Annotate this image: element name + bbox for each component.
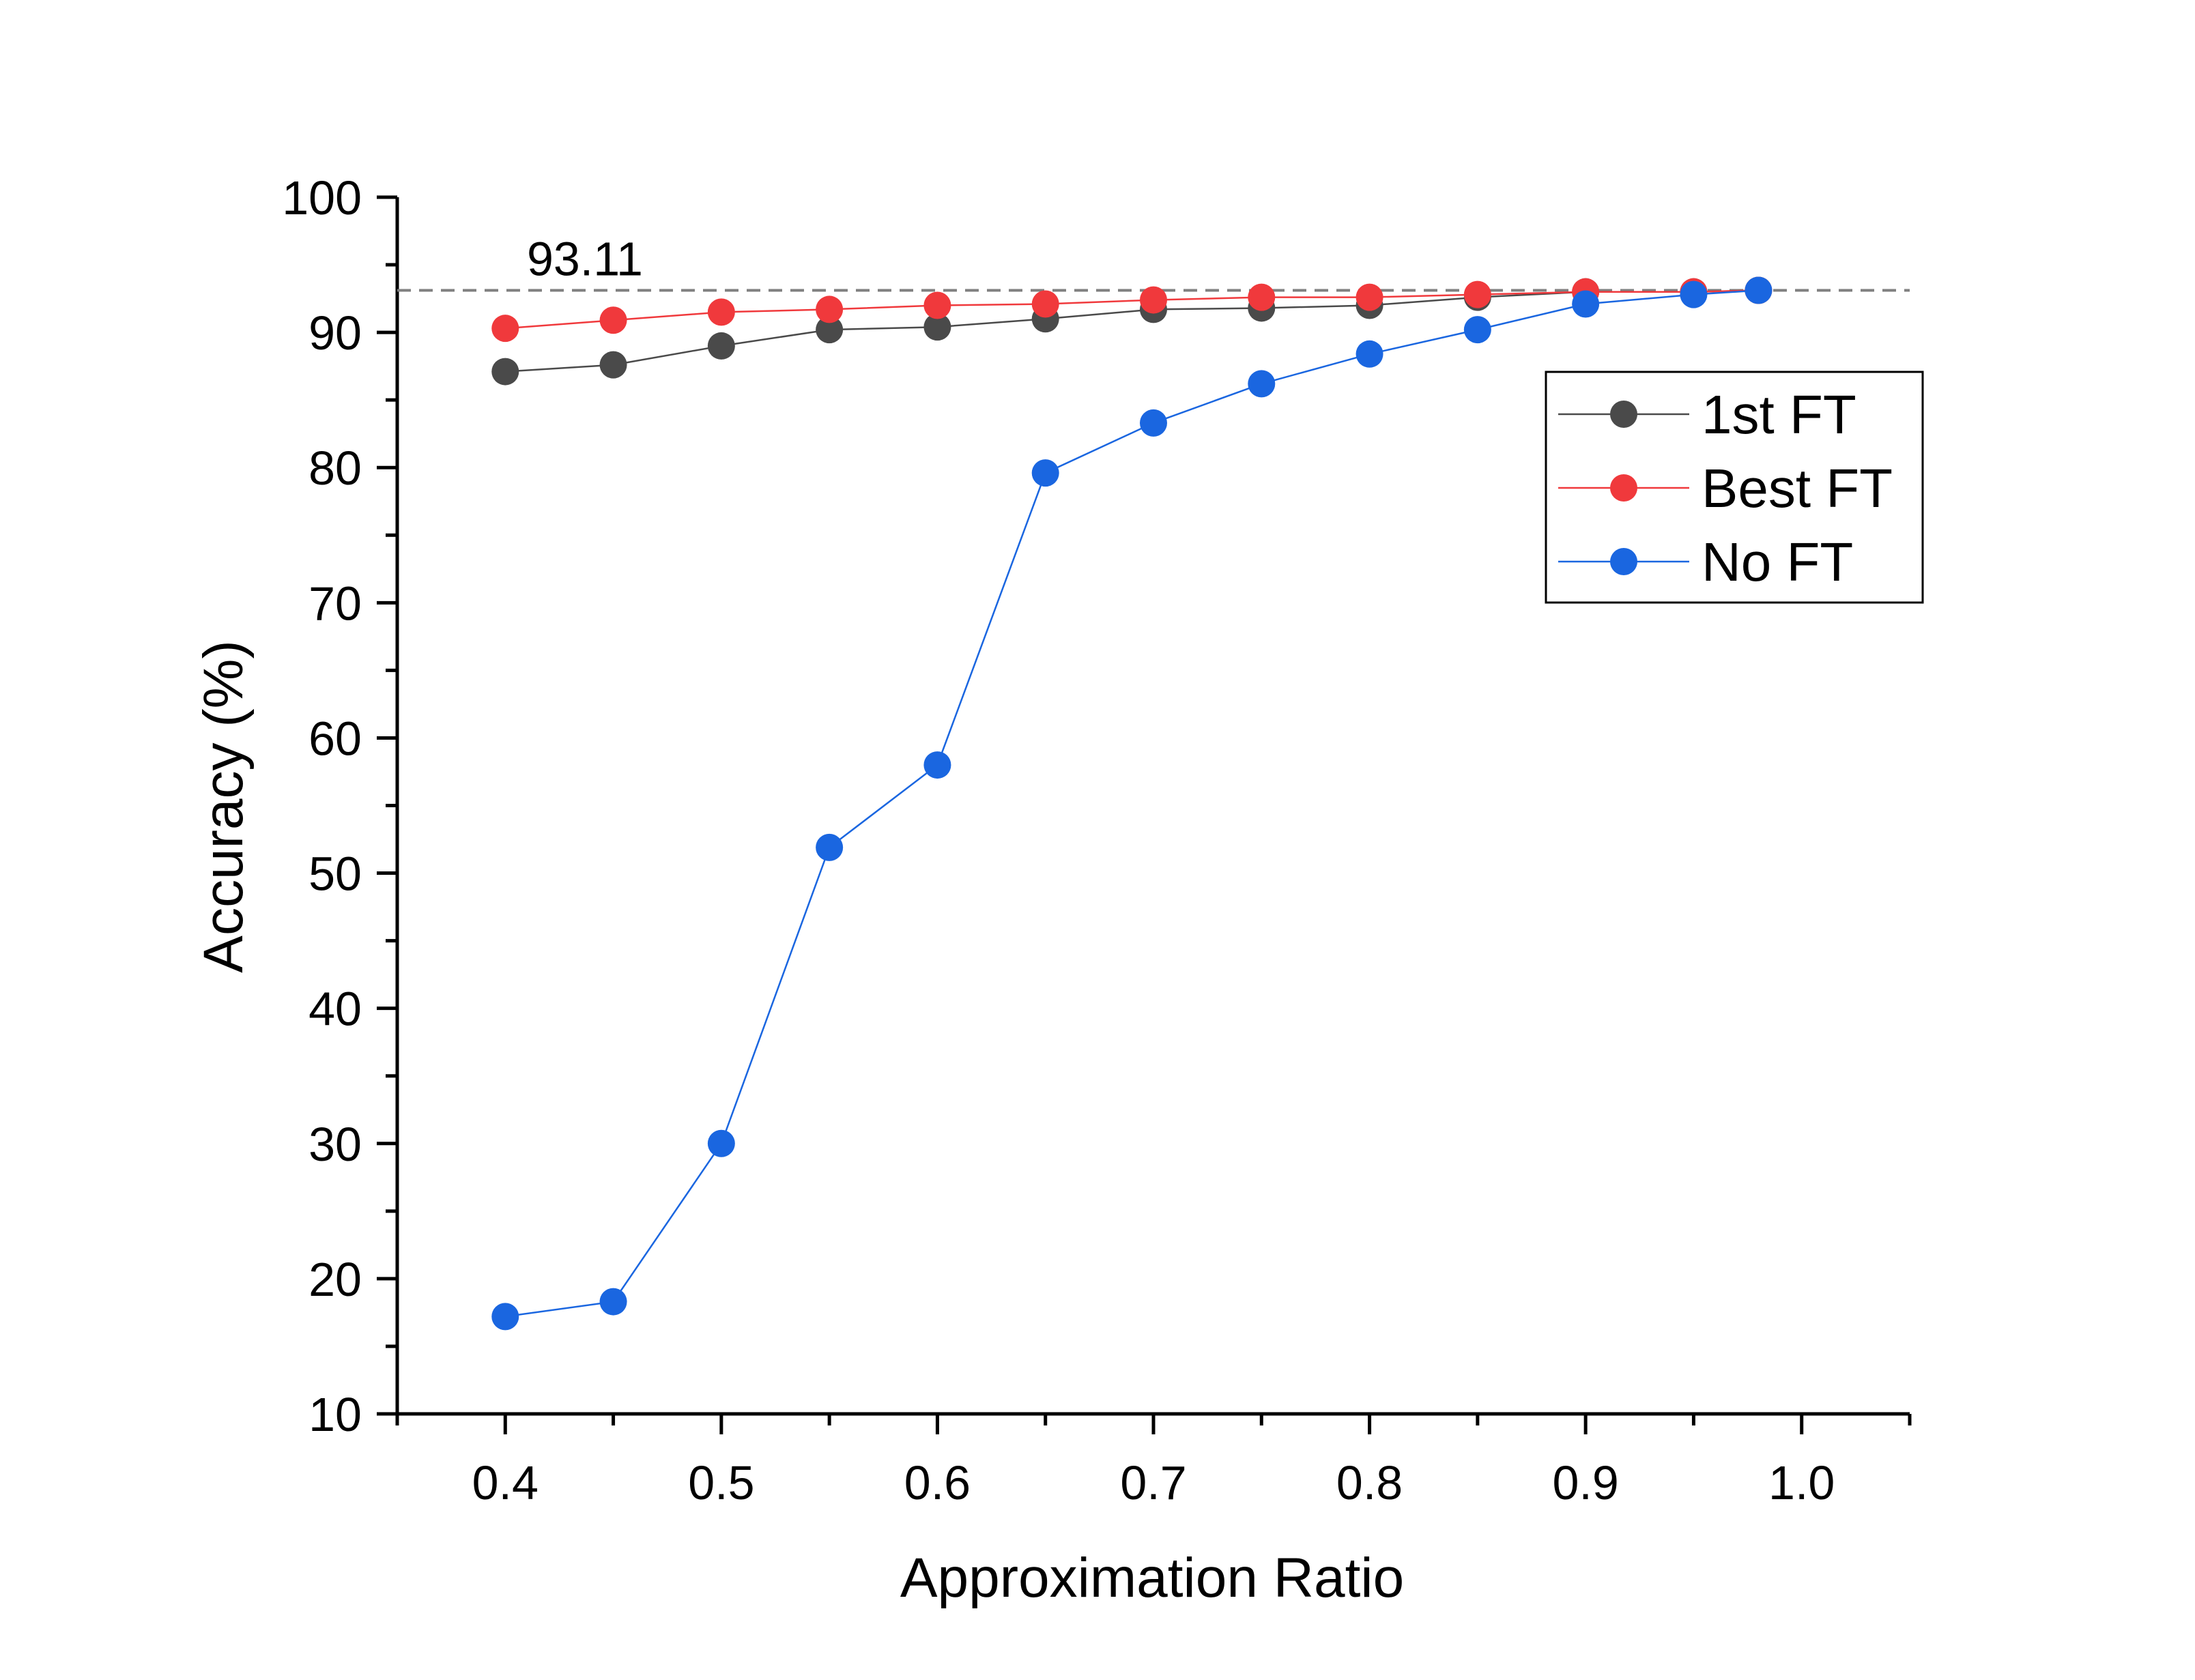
data-point-no-ft: [816, 833, 844, 861]
x-axis-label: Approximation Ratio: [900, 1547, 1404, 1609]
data-point-best-ft: [1463, 280, 1491, 308]
y-tick-label: 90: [309, 306, 362, 360]
y-tick-label: 40: [309, 983, 362, 1036]
data-point-no-ft: [1745, 276, 1773, 304]
data-point-best-ft: [599, 306, 627, 334]
y-tick-label: 80: [309, 441, 362, 495]
y-axis-label: Accuracy (%): [192, 640, 255, 973]
data-point-no-ft: [599, 1288, 627, 1316]
data-point-1st-ft: [707, 332, 735, 360]
y-tick-label: 70: [309, 577, 362, 630]
x-tick-label: 0.7: [1120, 1456, 1186, 1509]
data-point-no-ft: [1355, 340, 1383, 368]
data-point-no-ft: [1463, 316, 1491, 344]
y-tick-label: 50: [309, 848, 362, 901]
legend-label-no-ft: No FT: [1702, 532, 1853, 592]
legend-label-1st-ft: 1st FT: [1702, 384, 1856, 445]
x-tick-label: 0.4: [472, 1456, 539, 1509]
data-point-1st-ft: [599, 351, 627, 379]
data-point-no-ft: [1031, 459, 1059, 487]
data-point-1st-ft: [816, 316, 844, 344]
legend-marker-1st-ft: [1610, 401, 1637, 428]
data-point-no-ft: [1248, 370, 1276, 398]
x-tick-label: 1.0: [1768, 1456, 1835, 1509]
legend-marker-best-ft: [1610, 474, 1637, 502]
data-point-1st-ft: [923, 313, 951, 341]
series-line-best-ft: [505, 289, 1759, 330]
data-point-best-ft: [1031, 290, 1059, 318]
data-point-no-ft: [1572, 290, 1600, 318]
x-tick-label: 0.8: [1336, 1456, 1403, 1509]
ticks-group: 10 20 30 40 50 60 70 80 90 100 0.4 0.5 0.6 0.7 0.8 0.9 1…: [282, 171, 1912, 1509]
data-point-no-ft: [923, 751, 951, 779]
reference-line-label: 93.11: [527, 232, 643, 285]
series-line-1st-ft: [505, 289, 1759, 373]
data-point-best-ft: [1355, 283, 1383, 311]
x-tick-label: 0.5: [688, 1456, 754, 1509]
data-point-no-ft: [707, 1129, 735, 1157]
data-point-best-ft: [923, 291, 951, 319]
y-tick-label: 60: [309, 712, 362, 765]
data-point-no-ft: [1140, 409, 1167, 437]
legend-marker-no-ft: [1610, 548, 1637, 575]
data-point-best-ft: [816, 295, 844, 323]
data-point-best-ft: [1248, 283, 1276, 311]
legend-label-best-ft: Best FT: [1702, 458, 1893, 519]
y-tick-label: 30: [309, 1118, 362, 1171]
data-point-best-ft: [491, 315, 519, 343]
legend: 1st FT Best FT No FT: [1545, 371, 1924, 604]
data-point-no-ft: [491, 1303, 519, 1331]
y-tick-label: 20: [309, 1253, 362, 1306]
series-group: [491, 276, 1773, 1331]
reference-line-group: 93.11: [397, 232, 1910, 292]
x-tick-label: 0.6: [904, 1456, 971, 1509]
data-point-no-ft: [1680, 280, 1708, 308]
y-tick-label: 10: [309, 1388, 362, 1441]
data-point-1st-ft: [491, 358, 519, 386]
x-tick-label: 0.9: [1552, 1456, 1618, 1509]
y-tick-label: 100: [282, 171, 362, 225]
data-point-best-ft: [1140, 286, 1167, 314]
data-point-best-ft: [707, 298, 735, 326]
